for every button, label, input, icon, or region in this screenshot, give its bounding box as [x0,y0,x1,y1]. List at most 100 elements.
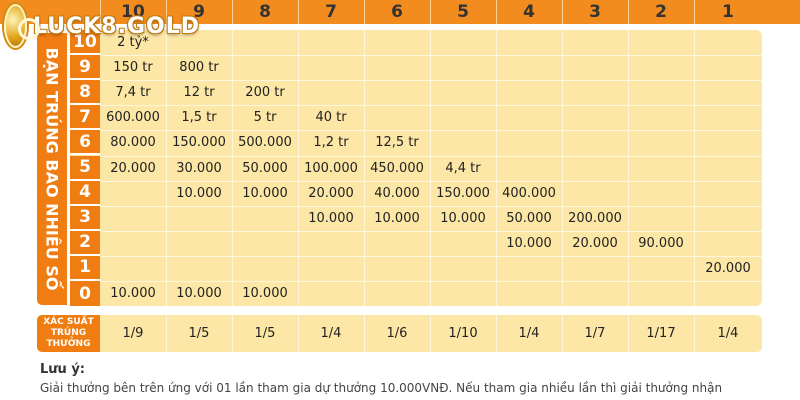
column-header-divider [496,0,497,24]
column-header-4: 4 [523,2,535,22]
column-header-divider [628,0,629,24]
grid-column-line [364,30,365,306]
prize-cell: 7,4 tr [115,85,151,101]
column-header-6: 6 [391,2,403,22]
grid-row-line [100,205,762,207]
row-number-2: 2 [70,230,100,256]
row-number-7: 7 [70,105,100,131]
column-header-10: 10 [121,2,145,22]
column-header-3: 3 [589,2,601,22]
logo: LUCK8.GOLD [0,0,200,52]
grid-column-line [232,30,233,306]
column-header-bar [0,0,800,24]
prize-cell: 10.000 [176,286,222,302]
prize-cell: 10.000 [506,235,552,251]
side-label-panel [37,33,67,305]
row-number-5: 5 [70,155,100,181]
prize-cell: 10.000 [176,185,222,201]
grid-row-line [100,130,762,132]
prize-cell: 40 tr [315,110,347,126]
column-header-divider [298,0,299,24]
probability-value: 1/4 [320,326,342,341]
logo-text: LUCK8.GOLD [33,13,200,39]
prize-cell: 600.000 [106,110,160,126]
prize-cell: 20.000 [308,185,354,201]
column-header-divider [166,0,167,24]
probability-divider [694,315,695,352]
prize-cell: 500.000 [238,135,292,151]
probability-value: 1/4 [717,326,739,341]
prize-cell: 20.000 [572,235,618,251]
logo-mark-icon [4,4,40,48]
prize-cell: 50.000 [242,160,288,176]
grid-column-line [628,30,629,306]
grid-row-line [100,55,762,57]
note-title: Lưu ý: [40,362,85,377]
side-label-text: BẠN TRÚNG BAO NHIÊU SỐ [42,47,62,291]
column-header-divider [430,0,431,24]
prize-cell: 30.000 [176,160,222,176]
probability-value: 1/10 [448,326,478,341]
prize-cell: 80.000 [110,135,156,151]
probability-divider [364,315,365,352]
prize-cell: 10.000 [374,210,420,226]
probability-label: XÁC SUẤT TRÚNG THƯỞNG [37,315,100,352]
probability-divider [496,315,497,352]
probability-divider [562,315,563,352]
grid-column-line [298,30,299,306]
prize-cell: 10.000 [242,185,288,201]
grid-row-line [100,80,762,82]
prize-cell: 50.000 [506,210,552,226]
probability-value: 1/7 [584,326,606,341]
column-header-5: 5 [457,2,469,22]
probability-divider [166,315,167,352]
column-header-2: 2 [655,2,667,22]
prize-cell: 20.000 [705,260,751,276]
prize-cell: 20.000 [110,160,156,176]
column-header-divider [232,0,233,24]
probability-value: 1/6 [386,326,408,341]
prize-cell: 1,5 tr [181,110,217,126]
prize-cell: 100.000 [304,160,358,176]
grid-column-line [562,30,563,306]
probability-value: 1/4 [518,326,540,341]
probability-value: 1/9 [122,326,144,341]
prize-cell: 90.000 [638,235,684,251]
grid-row-line [100,281,762,282]
prize-cell: 800 tr [179,60,219,76]
probability-value: 1/5 [188,326,210,341]
column-header-1: 1 [722,2,734,22]
grid-column-line [496,30,497,306]
row-number-10: 10 [70,30,100,56]
prize-cell: 12 tr [183,85,215,101]
grid-column-line [166,30,167,306]
prize-cell: 5 tr [253,110,277,126]
prize-cell: 10.000 [440,210,486,226]
prize-cell: 150 tr [113,60,153,76]
prize-cell: 150.000 [172,135,226,151]
grid-row-line [100,155,762,157]
prize-cell: 10.000 [110,286,156,302]
row-number-4: 4 [70,180,100,206]
prize-cell: 200 tr [245,85,285,101]
prize-cell: 10.000 [308,210,354,226]
column-header-8: 8 [259,2,271,22]
row-number-8: 8 [70,80,100,106]
probability-value: 1/5 [254,326,276,341]
prize-cell: 200.000 [568,210,622,226]
row-number-0: 0 [70,281,100,307]
probability-divider [298,315,299,352]
prize-cell: 150.000 [436,185,490,201]
prize-cell: 40.000 [374,185,420,201]
prize-cell: 12,5 tr [375,135,419,151]
column-header-divider [100,0,101,24]
probability-bar [37,315,762,352]
probability-value: 1/17 [646,326,676,341]
grid-row-line [100,255,762,257]
row-number-1: 1 [70,255,100,281]
prize-cell: 450.000 [370,160,424,176]
row-number-6: 6 [70,130,100,156]
prize-cell: 2 tỷ* [117,35,149,51]
prize-cell: 400.000 [502,185,556,201]
row-number-3: 3 [70,205,100,231]
